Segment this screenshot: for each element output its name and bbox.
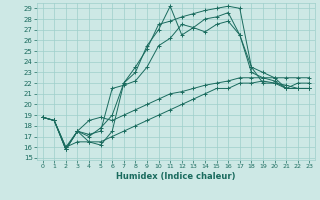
X-axis label: Humidex (Indice chaleur): Humidex (Indice chaleur) — [116, 172, 236, 181]
